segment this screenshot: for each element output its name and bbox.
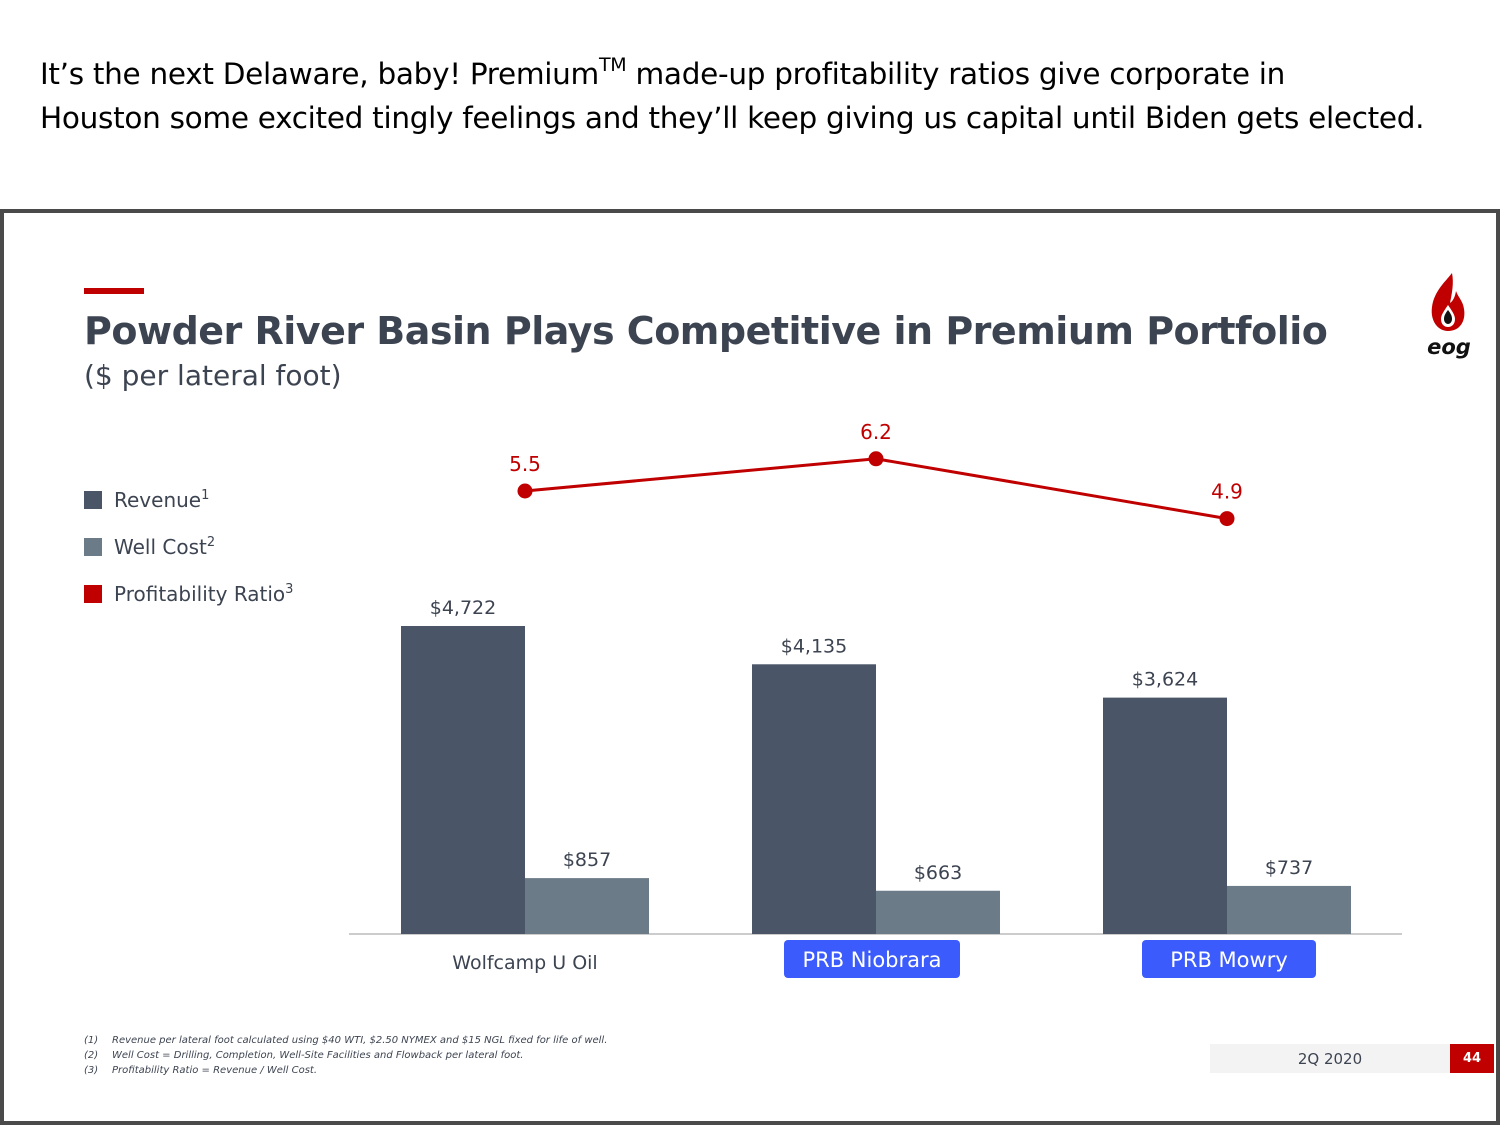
footnote-text: Well Cost = Drilling, Completion, Well-S… [112, 1050, 524, 1061]
slide-title: Powder River Basin Plays Competitive in … [84, 309, 1328, 353]
x-tick-label: PRB Mowry [1170, 948, 1288, 972]
period-label: 2Q 2020 [1210, 1044, 1450, 1073]
footnote: (1) Revenue per lateral foot calculated u… [84, 1033, 607, 1048]
slide: Powder River Basin Plays Competitive in … [0, 209, 1500, 1125]
profitability-ratio-point [517, 483, 533, 499]
bar-value-label: $4,722 [430, 597, 496, 619]
bar-value-label: $3,624 [1132, 669, 1198, 691]
bar-value-label: $663 [914, 862, 962, 884]
caption-text-b: made-up profitability ratios give corpor… [626, 57, 1286, 91]
footnote-number: (3) [84, 1065, 99, 1076]
legend-label-profitability-ratio: Profitability Ratio3 [114, 582, 293, 606]
chart-legend: Revenue1 Well Cost2 Profitability Ratio3 [84, 476, 293, 617]
legend-label-well-cost: Well Cost2 [114, 535, 215, 559]
logo-text: eog [1427, 335, 1471, 359]
bar-value-label: $857 [563, 849, 611, 871]
legend-item-revenue: Revenue1 [84, 476, 293, 523]
caption-line-2: Houston some excited tingly feelings and… [40, 101, 1425, 135]
bar-well-cost [1227, 885, 1351, 934]
bar-revenue [1103, 697, 1227, 934]
profitability-ratio-line [524, 457, 1228, 521]
profitability-ratio-point [1219, 511, 1235, 527]
eog-logo [1416, 271, 1480, 361]
footnote-text: Profitability Ratio = Revenue / Well Cos… [112, 1065, 318, 1076]
bar-line-chart: $4,722 $857 Wolfcamp U Oil $4,135 $663 PRB Ni… [349, 420, 1402, 978]
footnotes: (1) Revenue per lateral foot calculated u… [84, 1033, 607, 1078]
flame-drop-icon [1416, 271, 1480, 335]
profitability-ratio-label: 4.9 [1211, 480, 1243, 504]
title-accent-bar [84, 288, 144, 294]
footnote-number: (2) [84, 1050, 99, 1061]
bar-value-label: $4,135 [781, 635, 847, 657]
legend-text: Revenue [114, 487, 202, 512]
bar-value-label: $737 [1265, 857, 1313, 879]
slide-subtitle: ($ per lateral foot) [84, 359, 342, 392]
profitability-ratio-point [868, 451, 884, 467]
category-highlight [784, 940, 960, 978]
legend-item-well-cost: Well Cost2 [84, 523, 293, 570]
bar-well-cost [876, 890, 1000, 934]
bar-revenue [401, 626, 525, 934]
trademark-sup: TM [599, 54, 627, 76]
footnote: (2) Well Cost = Drilling, Completion, Wel… [84, 1048, 607, 1063]
legend-sup: 3 [285, 581, 294, 597]
footnote-number: (1) [84, 1035, 99, 1046]
caption-text-a: It’s the next Delaware, baby! Premium [40, 57, 599, 91]
legend-swatch-well-cost [84, 537, 102, 556]
legend-swatch-revenue [84, 490, 102, 509]
x-tick-label: PRB Niobrara [802, 948, 941, 972]
legend-swatch-profitability-ratio [84, 584, 102, 603]
legend-sup: 1 [201, 487, 210, 503]
legend-text: Well Cost [114, 534, 207, 559]
profitability-ratio-label: 5.5 [509, 452, 541, 476]
legend-text: Profitability Ratio [114, 581, 286, 606]
footnote-text: Revenue per lateral foot calculated usin… [112, 1035, 608, 1046]
category-highlight [1142, 940, 1316, 978]
profitability-ratio-label: 6.2 [860, 420, 892, 444]
legend-item-profitability-ratio: Profitability Ratio3 [84, 570, 293, 617]
legend-sup: 2 [206, 534, 216, 550]
footnote: (3) Profitability Ratio = Revenue / Well … [84, 1063, 607, 1078]
caption: It’s the next Delaware, baby! PremiumTM … [40, 52, 1490, 140]
bar-well-cost [525, 878, 649, 934]
caption-line-1: It’s the next Delaware, baby! PremiumTM … [40, 52, 1490, 96]
page-number: 44 [1450, 1044, 1494, 1073]
legend-label-revenue: Revenue1 [114, 488, 209, 512]
x-tick-label: Wolfcamp U Oil [452, 952, 597, 974]
bar-revenue [752, 664, 876, 934]
